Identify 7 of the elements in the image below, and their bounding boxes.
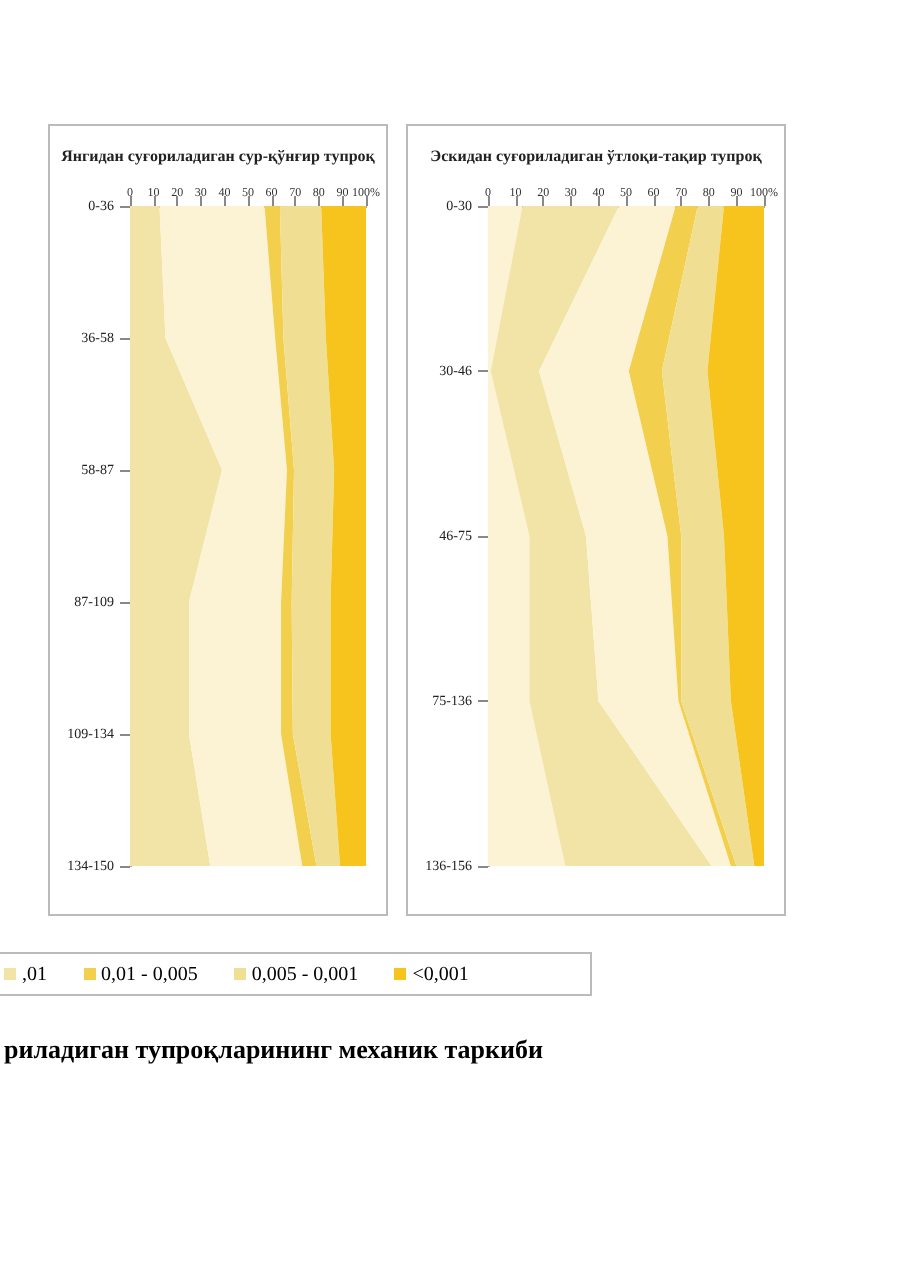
text: риладиган тупроқларининг механик таркиби (4, 1034, 543, 1066)
legend-label: <0,001 (412, 963, 469, 985)
legend-label: 0,005 - 0,001 (251, 963, 359, 985)
legend-label: 0,01 - 0,005 (101, 963, 198, 985)
legend-label: ,01 (22, 963, 47, 985)
chart-title: Янгидан суғориладиган сур-қўнғир тупроқ (61, 147, 376, 165)
chart-title: Эскидан суғориладиган ўтлоқи-тақир тупроқ (430, 147, 763, 165)
